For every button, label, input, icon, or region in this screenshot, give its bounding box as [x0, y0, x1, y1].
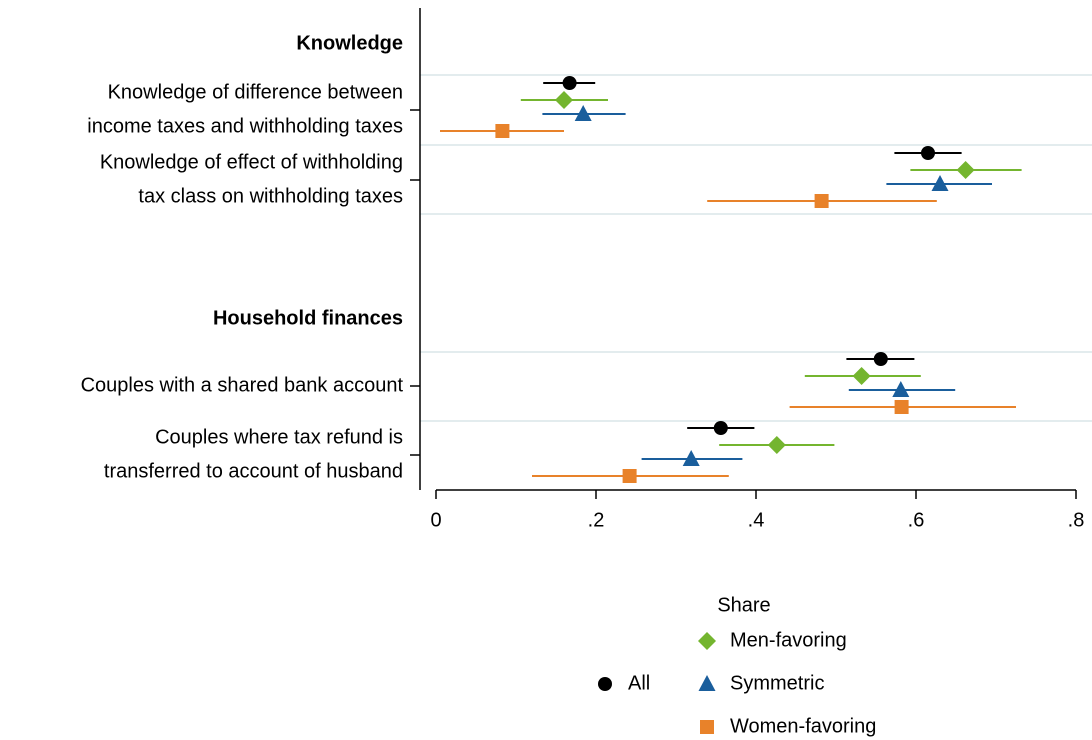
category-label: transferred to account of husband: [104, 460, 403, 482]
x-axis-label: Share: [717, 594, 770, 616]
marker: [682, 450, 700, 466]
legend-label: All: [628, 672, 650, 694]
group-title: Household finances: [213, 307, 403, 329]
x-tick-label: .8: [1068, 509, 1085, 531]
x-tick-label: .6: [908, 509, 925, 531]
marker: [852, 367, 871, 385]
legend-marker: [598, 677, 612, 691]
marker: [713, 421, 728, 435]
marker: [622, 469, 637, 483]
x-tick-label: .4: [748, 509, 765, 531]
marker: [931, 175, 949, 191]
legend-marker: [700, 720, 714, 734]
x-tick-label: 0: [430, 509, 441, 531]
x-tick-label: .2: [588, 509, 605, 531]
category-label: Couples with a shared bank account: [81, 374, 404, 396]
legend-marker: [698, 632, 716, 650]
legend-marker: [698, 675, 716, 691]
marker: [894, 400, 909, 414]
marker: [574, 105, 592, 121]
category-label: Knowledge of effect of withholding: [100, 151, 403, 173]
marker: [562, 76, 577, 90]
category-label: Couples where tax refund is: [155, 426, 403, 448]
marker: [495, 124, 510, 138]
marker: [956, 161, 975, 179]
legend-label: Symmetric: [730, 672, 824, 694]
marker: [767, 436, 786, 454]
group-title: Knowledge: [296, 32, 403, 54]
marker: [921, 146, 935, 160]
category-label: Knowledge of difference between: [108, 81, 403, 103]
legend-label: Women-favoring: [730, 715, 876, 737]
marker: [892, 381, 910, 397]
category-label: income taxes and withholding taxes: [87, 115, 403, 137]
marker: [814, 194, 829, 208]
marker: [873, 352, 888, 366]
marker: [555, 91, 573, 109]
legend-label: Men-favoring: [730, 629, 847, 651]
category-label: tax class on withholding taxes: [138, 185, 403, 207]
